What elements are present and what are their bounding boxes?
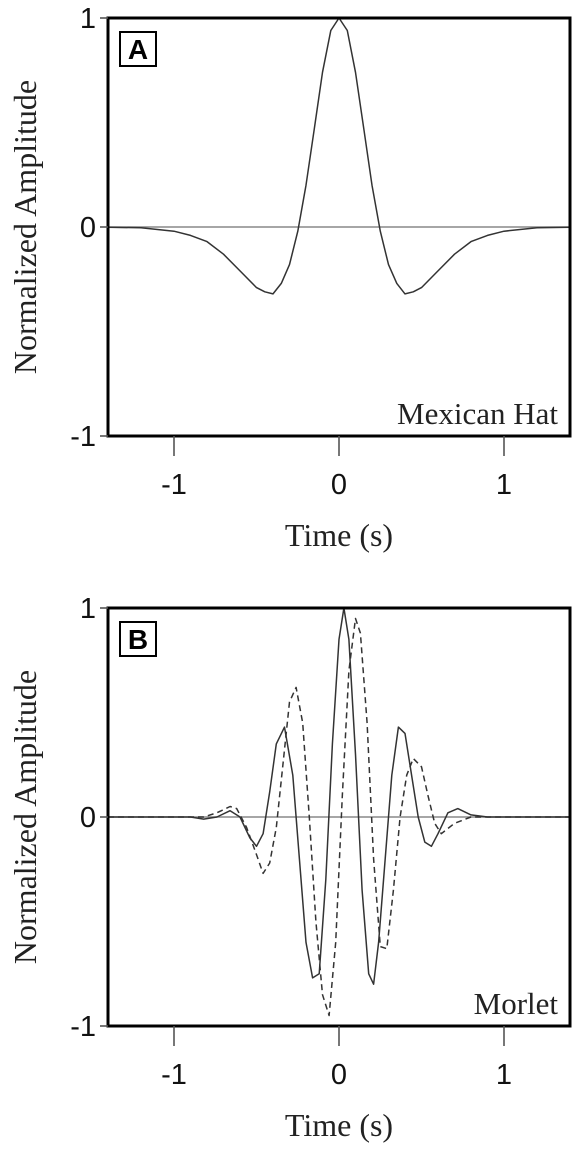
y-tick-label: 0 bbox=[80, 212, 96, 244]
x-tick-label: 0 bbox=[331, 469, 347, 501]
x-tick-label: 0 bbox=[331, 1059, 347, 1091]
y-axis-title: Normalized Amplitude bbox=[7, 670, 43, 964]
y-tick-label: 0 bbox=[80, 802, 96, 834]
chart-panel-a: -1 0 1 1 0 -1 Time (s) Normalized Amplitude Mexi… bbox=[7, 3, 572, 553]
x-axis-title: Time (s) bbox=[285, 1107, 393, 1143]
y-tick-label: 1 bbox=[80, 3, 96, 35]
x-axis-title: Time (s) bbox=[285, 517, 393, 553]
x-tick-label: -1 bbox=[161, 1059, 187, 1091]
y-axis-title: Normalized Amplitude bbox=[7, 80, 43, 374]
series-line-solid bbox=[107, 17, 571, 295]
x-tick-label: 1 bbox=[496, 469, 512, 501]
x-tick-label: -1 bbox=[161, 469, 187, 501]
wavelet-name-label: Morlet bbox=[474, 986, 559, 1021]
y-tick-label: 1 bbox=[80, 593, 96, 625]
y-tick-label: -1 bbox=[70, 1011, 96, 1043]
panel-label-box bbox=[119, 621, 157, 657]
panel-label: B bbox=[128, 624, 148, 655]
panel-label: A bbox=[128, 34, 148, 65]
chart-panel-b: -1 0 1 1 0 -1 Time (s) Normalized Amplitude Morl… bbox=[7, 593, 572, 1143]
panel-label-box bbox=[119, 31, 157, 67]
series-line-solid bbox=[108, 607, 570, 985]
y-tick-label: -1 bbox=[70, 421, 96, 453]
x-tick-label: 1 bbox=[496, 1059, 512, 1091]
wavelet-name-label: Mexican Hat bbox=[397, 396, 558, 431]
